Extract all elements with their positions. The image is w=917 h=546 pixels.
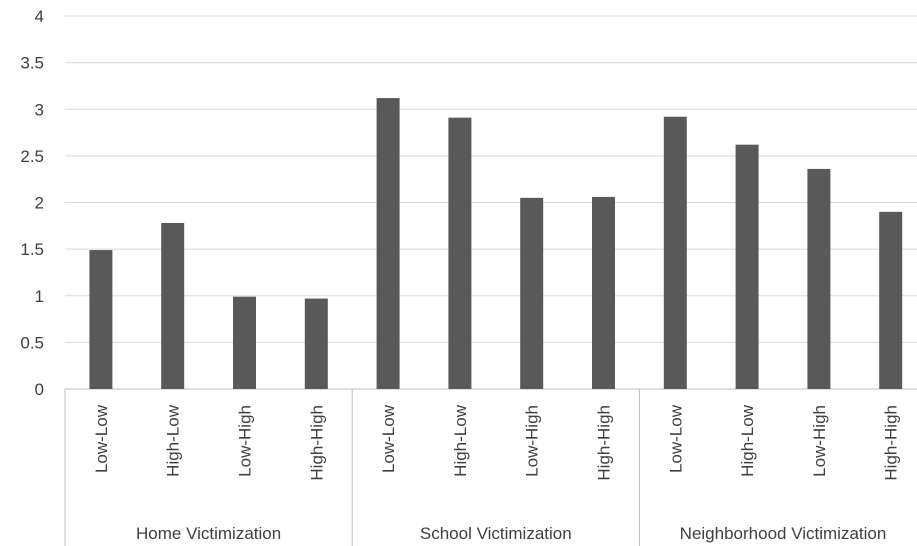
y-tick-label: 0 xyxy=(35,380,44,399)
bar xyxy=(663,116,687,390)
x-group-label: Neighborhood Victimization xyxy=(680,524,887,543)
y-tick-label: 2 xyxy=(35,194,44,213)
x-category-label: Low-Low xyxy=(666,404,685,473)
bar xyxy=(376,98,400,389)
bar xyxy=(89,250,113,389)
x-category-label: High-High xyxy=(595,405,614,481)
bar xyxy=(520,197,544,389)
bar xyxy=(233,296,256,389)
x-group-label: School Victimization xyxy=(420,524,572,543)
x-category-label: High-High xyxy=(307,405,326,481)
y-tick-label: 3.5 xyxy=(20,54,44,73)
y-tick-label: 2.5 xyxy=(20,147,44,166)
x-category-label: Low-Low xyxy=(92,404,111,473)
bar xyxy=(735,144,759,389)
bar xyxy=(592,196,615,389)
y-tick-label: 1 xyxy=(35,287,44,306)
x-group-label: Home Victimization xyxy=(136,524,281,543)
y-tick-label: 3 xyxy=(35,100,44,119)
y-tick-label: 0.5 xyxy=(20,333,44,352)
x-category-label: Low-High xyxy=(523,405,542,477)
x-category-label: Low-High xyxy=(810,405,829,477)
x-category-label: High-High xyxy=(882,405,901,481)
bar xyxy=(879,211,903,389)
x-category-label: High-Low xyxy=(164,404,183,477)
bar xyxy=(304,298,328,389)
bar xyxy=(448,117,472,389)
x-category-label: High-Low xyxy=(738,404,757,477)
x-category-label: Low-Low xyxy=(379,404,398,473)
x-category-label: Low-High xyxy=(236,405,255,477)
bar xyxy=(161,223,185,389)
bar xyxy=(807,168,831,389)
y-tick-label: 1.5 xyxy=(20,240,44,259)
x-category-label: High-Low xyxy=(451,404,470,477)
y-tick-label: 4 xyxy=(35,7,44,26)
